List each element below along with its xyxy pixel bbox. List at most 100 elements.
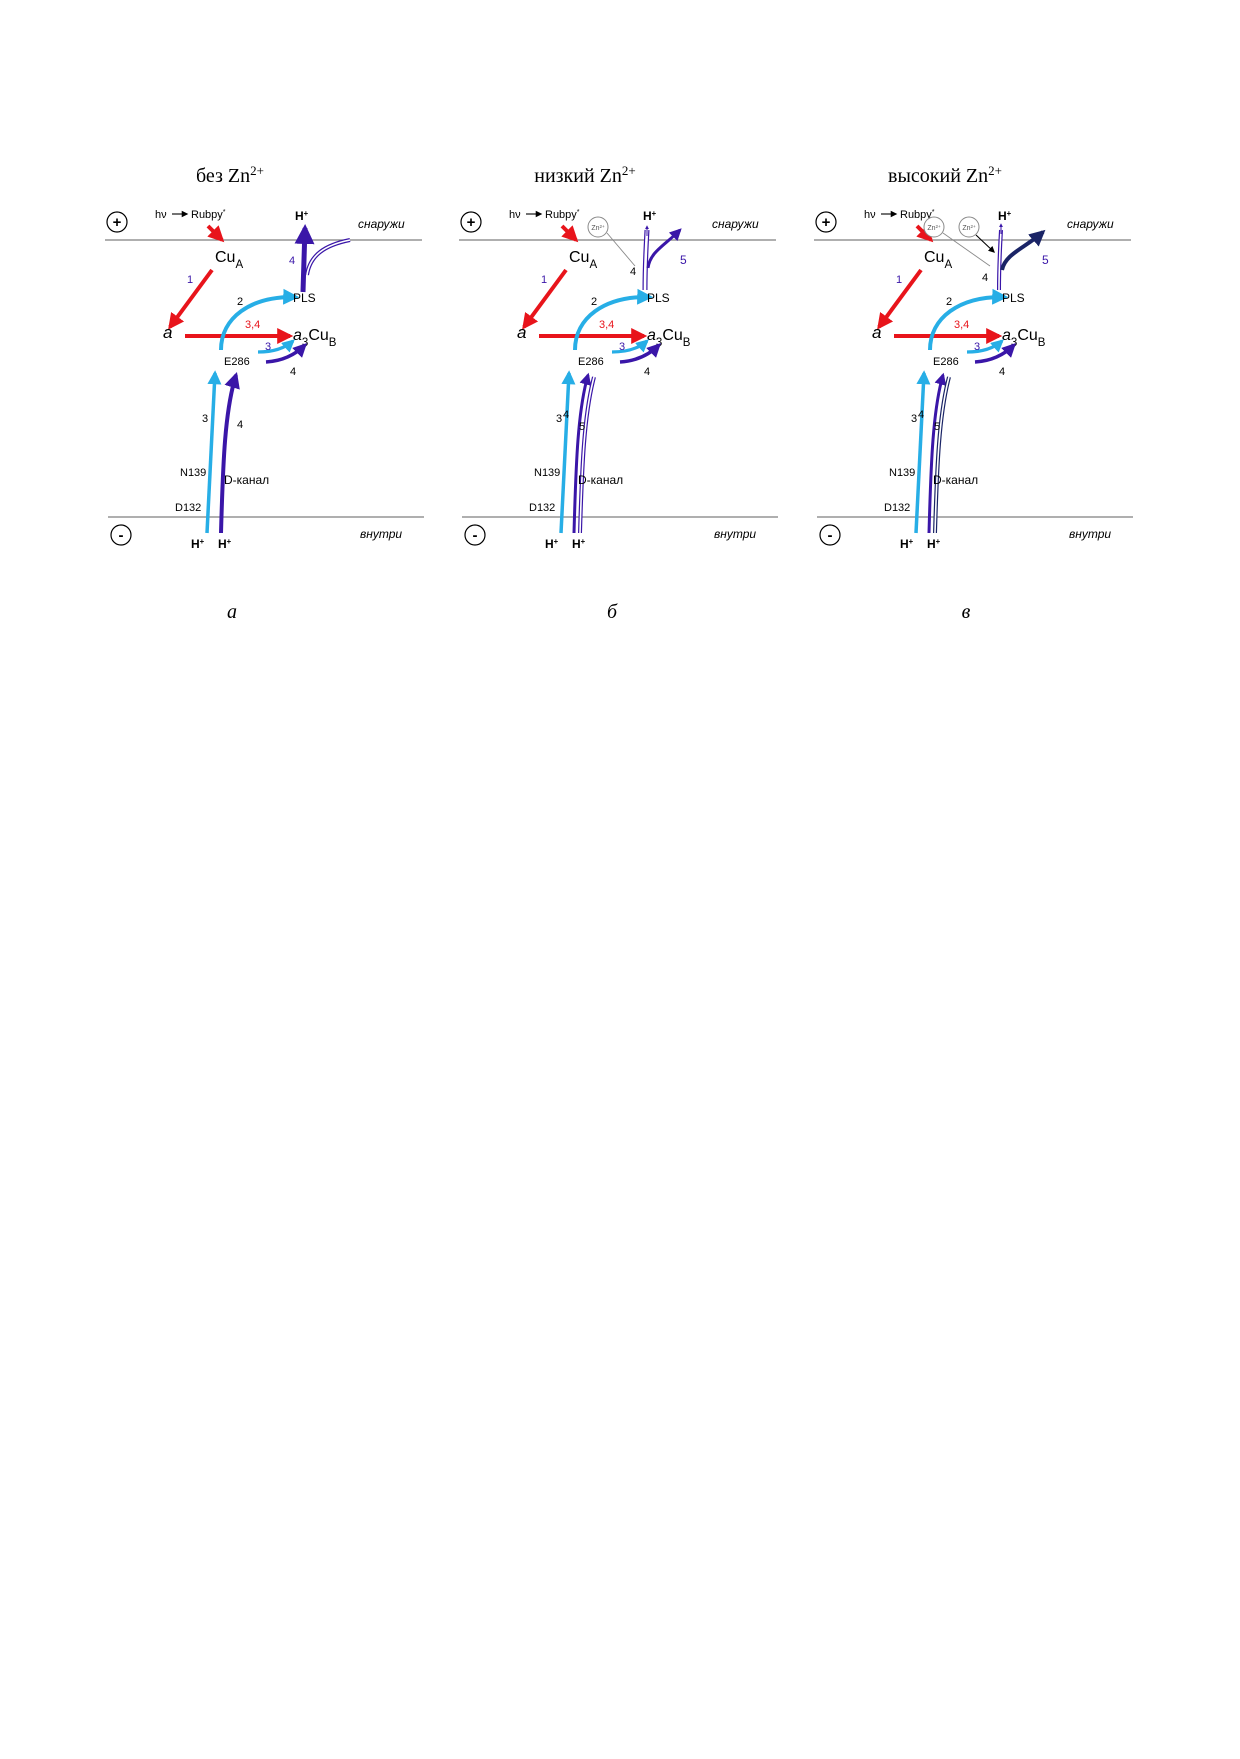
- arrow-step-3-channel: [914, 370, 931, 534]
- step-5-ejection-label: 5: [680, 253, 687, 267]
- step-5-channel-label: 5: [934, 421, 940, 433]
- zn-binding-line-2: [975, 234, 995, 253]
- inside-label: внутри: [360, 527, 402, 541]
- step-34-label: 3,4: [599, 319, 614, 331]
- d-channel-label: D-канал: [578, 473, 623, 487]
- positive-side-sign: +: [467, 214, 476, 231]
- pls-label: PLS: [1002, 291, 1025, 305]
- zn-ion-icon: [587, 216, 609, 238]
- step-3-channel-label: 3: [556, 413, 562, 425]
- cua-label: CuA: [924, 249, 952, 271]
- panel-1: без Zn2+ + - снаружи внутри hν Rubpy* CuA 1 a 3,4 a…: [105, 163, 424, 552]
- arrow-step-4-to-a3cub: [974, 343, 1016, 364]
- arrow-step-4-channel: [927, 372, 947, 534]
- positive-side-icon: [815, 211, 837, 233]
- step-1-label: 1: [187, 274, 193, 286]
- arrow-step-4-channel: [219, 371, 240, 534]
- arrow-step-1: [168, 268, 214, 330]
- step-2-label: 2: [946, 296, 952, 308]
- step-4-channel-label: 4: [563, 409, 569, 421]
- n139-label: N139: [180, 467, 206, 479]
- arrow-rubpy-to-cua: [915, 224, 934, 243]
- panel-title: высокий Zn2+: [888, 163, 1002, 188]
- panel-letter: в: [962, 601, 971, 623]
- h-plus-inside-2: H+: [927, 537, 941, 552]
- zn-ion-icon: [923, 216, 945, 238]
- zn-ion-label: Zn2+: [927, 224, 941, 233]
- hollow-outlet-arrow-fill: [306, 239, 351, 276]
- arrow-step-4-ejection-fill: [998, 229, 1002, 291]
- hv-label: hν: [509, 209, 521, 221]
- arrow-step-4-to-a3cub: [265, 343, 307, 364]
- arrow-step-3-to-a3cub: [966, 339, 1004, 354]
- panel-letter: б: [607, 601, 618, 623]
- h-plus-inside-1: H+: [545, 537, 559, 552]
- n139-label: N139: [534, 467, 560, 479]
- arrow-step-3-channel: [559, 370, 576, 534]
- a3cub-label: a3CuB: [647, 327, 691, 349]
- negative-side-icon: [819, 524, 841, 546]
- panel-letter: а: [227, 601, 237, 623]
- hv-label: hν: [155, 209, 167, 221]
- e286-label: E286: [578, 356, 604, 368]
- step-5-channel-label: 5: [579, 421, 585, 433]
- zn-ion-label-2: Zn2+: [962, 224, 976, 233]
- arrow-step-3-to-a3cub: [257, 339, 295, 354]
- a3cub-label: a3CuB: [293, 327, 337, 349]
- step-4-ejection-label: 4: [982, 272, 988, 284]
- step-3-small-label: 3: [619, 341, 625, 353]
- negative-side-sign: -: [119, 527, 124, 544]
- arrow-step-5-channel-fill: [579, 376, 595, 534]
- arrow-step-1: [877, 268, 923, 330]
- arrow-rubpy-to-cua: [206, 224, 225, 243]
- arrow-step-4-ejection: [294, 224, 315, 293]
- panel-3: высокий Zn2+ + - снаружи внутри hν Rubpy* CuA 1 a…: [814, 163, 1133, 552]
- zn-binding-line: [942, 232, 991, 267]
- zn-binding-line: [606, 232, 636, 267]
- step-5-ejection-label: 5: [1042, 253, 1049, 267]
- step-3-channel-label: 3: [202, 413, 208, 425]
- negative-side-icon: [464, 524, 486, 546]
- positive-side-sign: +: [822, 214, 831, 231]
- zn-ion-icon-2: [958, 216, 980, 238]
- heme-a-label: a: [517, 323, 526, 342]
- e286-label: E286: [224, 356, 250, 368]
- step-4-small-label: 4: [290, 366, 296, 378]
- step-1-label: 1: [541, 274, 547, 286]
- rubpy-label: Rubpy*: [900, 208, 935, 221]
- h-plus-inside-2: H+: [218, 537, 232, 552]
- arrow-step-3-to-a3cub: [611, 339, 649, 354]
- pls-label: PLS: [647, 291, 670, 305]
- step-1-label: 1: [896, 274, 902, 286]
- outside-label: снаружи: [358, 217, 405, 231]
- step-4-channel-label: 4: [237, 419, 243, 431]
- pls-label: PLS: [293, 291, 316, 305]
- step-4-small-label: 4: [999, 366, 1005, 378]
- inside-label: внутри: [1069, 527, 1111, 541]
- outside-label: снаружи: [1067, 217, 1114, 231]
- step-2-label: 2: [237, 296, 243, 308]
- negative-side-sign: -: [828, 527, 833, 544]
- arrow-step-2: [928, 288, 1009, 351]
- hv-label: hν: [864, 209, 876, 221]
- cua-label: CuA: [569, 249, 597, 271]
- negative-side-sign: -: [473, 527, 478, 544]
- step-4-channel-label: 4: [918, 409, 924, 421]
- d-channel-label: D-канал: [933, 473, 978, 487]
- step-3-small-label: 3: [265, 341, 271, 353]
- zn-ion-label: Zn2+: [591, 224, 605, 233]
- h-plus-inside-2: H+: [572, 537, 586, 552]
- negative-side-icon: [110, 524, 132, 546]
- h-plus-inside-1: H+: [900, 537, 914, 552]
- step-34-label: 3,4: [954, 319, 969, 331]
- outside-label: снаружи: [712, 217, 759, 231]
- h-plus-outside: H+: [643, 209, 657, 224]
- step-4-ejection-label: 4: [630, 266, 636, 278]
- d132-label: D132: [175, 502, 201, 514]
- step-3-channel-label: 3: [911, 413, 917, 425]
- inside-label: внутри: [714, 527, 756, 541]
- arrow-rubpy-to-cua: [560, 224, 579, 243]
